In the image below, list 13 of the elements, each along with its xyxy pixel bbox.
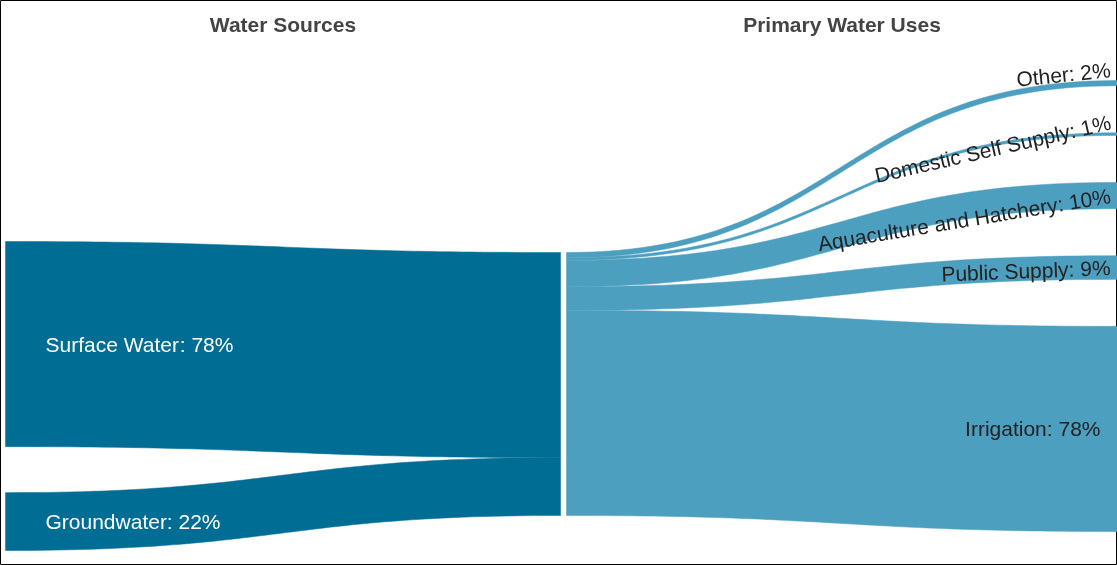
text: Water Sources (209, 12, 357, 36)
category-label: Groundwater (45, 510, 167, 534)
category-label: Other (1015, 62, 1070, 91)
data-label: : 10% (1055, 184, 1113, 216)
data-label: : 78% (179, 332, 234, 356)
data-label: : 22% (166, 510, 221, 534)
data-label: : 78% (1046, 417, 1101, 441)
text: Primary Water Uses (743, 12, 941, 36)
data-label: : 1% (1066, 110, 1114, 143)
data-label: : 9% (1068, 256, 1111, 281)
category-label: Surface Water (45, 332, 179, 356)
data-label: : 2% (1067, 58, 1112, 86)
category-label: Irrigation (965, 417, 1047, 441)
